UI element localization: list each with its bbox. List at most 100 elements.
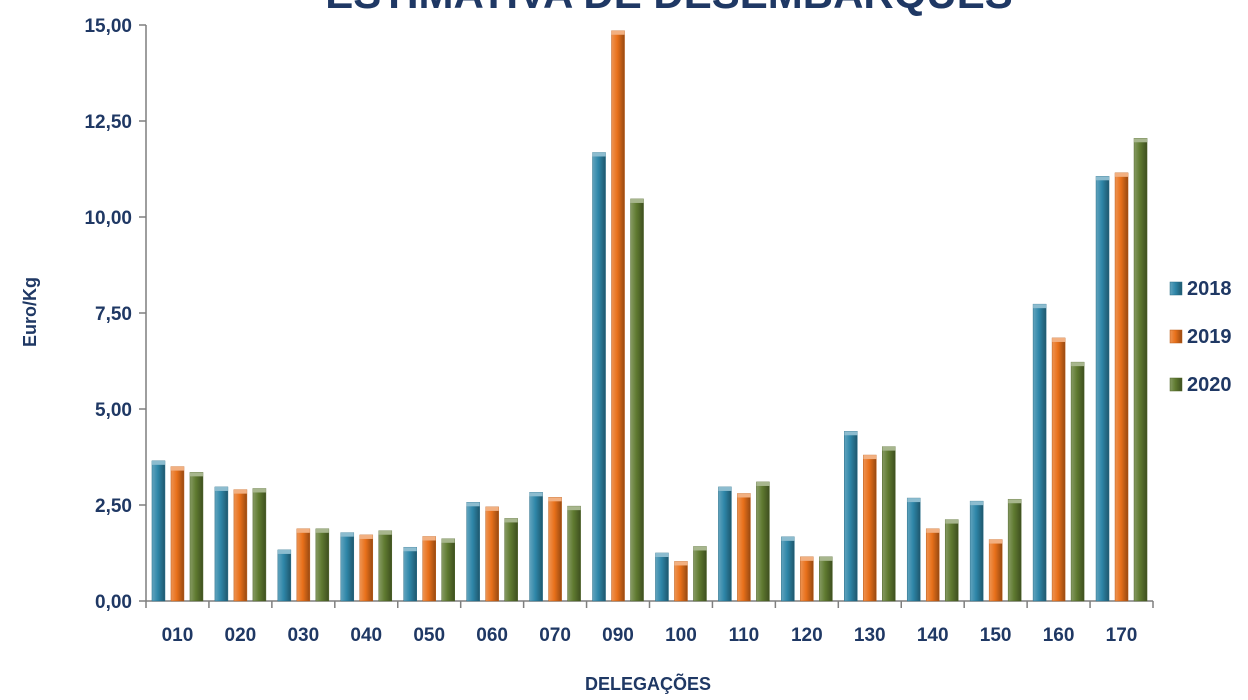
bar-top-2019-010 — [171, 467, 184, 471]
bar-top-2020-120 — [819, 557, 832, 561]
bar-top-2018-160 — [1033, 304, 1046, 308]
bar-2020-010 — [190, 472, 203, 601]
bar-top-2020-020 — [253, 488, 266, 492]
bar-top-2018-090 — [593, 152, 606, 156]
bar-top-2018-050 — [404, 547, 417, 551]
bar-top-2018-130 — [844, 431, 857, 435]
legend-label-2019: 2019 — [1187, 326, 1232, 348]
bar-top-2018-070 — [530, 492, 543, 496]
x-tick-label: 070 — [539, 625, 571, 646]
bar-top-2020-130 — [882, 447, 895, 451]
bar-2018-070 — [530, 492, 543, 601]
bar-2018-040 — [341, 533, 354, 601]
bar-top-2020-040 — [379, 531, 392, 535]
bar-2019-050 — [423, 536, 436, 601]
bar-top-2020-050 — [442, 539, 455, 543]
bar-2018-060 — [467, 502, 480, 601]
bar-top-2020-070 — [568, 506, 581, 510]
y-tick-label: 15,00 — [84, 16, 132, 37]
x-tick-label: 090 — [602, 625, 634, 646]
bar-top-2018-010 — [152, 461, 165, 465]
bar-top-2018-150 — [970, 501, 983, 505]
bar-2019-090 — [612, 31, 625, 601]
bar-2020-140 — [945, 520, 958, 601]
bar-2020-150 — [1008, 499, 1021, 601]
bar-2019-020 — [234, 490, 247, 601]
bar-2018-030 — [278, 550, 291, 601]
bar-top-2020-010 — [190, 472, 203, 476]
bar-2020-020 — [253, 488, 266, 601]
y-tick-label: 0,00 — [95, 592, 132, 613]
bar-2019-140 — [926, 529, 939, 601]
bar-2020-100 — [693, 546, 706, 601]
x-tick-label: 110 — [729, 625, 760, 646]
bar-2018-110 — [718, 487, 731, 601]
bar-top-2019-170 — [1115, 173, 1128, 177]
bar-top-2018-100 — [655, 553, 668, 557]
bar-2018-140 — [907, 498, 920, 601]
x-tick-label: 170 — [1106, 625, 1138, 646]
x-tick-label: 130 — [854, 625, 886, 646]
bar-top-2019-130 — [863, 455, 876, 459]
bar-2019-130 — [863, 455, 876, 601]
legend-swatch-2019 — [1170, 330, 1182, 343]
x-tick-label: 030 — [287, 625, 319, 646]
bar-2018-170 — [1096, 176, 1109, 601]
bar-top-2019-140 — [926, 529, 939, 533]
bar-top-2018-110 — [718, 487, 731, 491]
bar-2020-110 — [756, 482, 769, 601]
bar-top-2020-100 — [693, 546, 706, 550]
y-tick-label: 12,50 — [84, 112, 132, 133]
bar-top-2020-090 — [631, 199, 644, 203]
bar-top-2020-150 — [1008, 499, 1021, 503]
bar-top-2019-160 — [1052, 338, 1065, 342]
bar-2020-090 — [631, 199, 644, 601]
bar-top-2019-100 — [674, 561, 687, 565]
x-tick-label: 120 — [791, 625, 823, 646]
bar-2020-130 — [882, 447, 895, 601]
bar-top-2020-160 — [1071, 362, 1084, 366]
bar-top-2019-030 — [297, 529, 310, 533]
bar-top-2020-030 — [316, 529, 329, 533]
y-tick-label: 10,00 — [84, 208, 132, 229]
bar-2019-110 — [737, 493, 750, 601]
bar-2018-120 — [781, 537, 794, 601]
y-tick-label: 7,50 — [95, 304, 132, 325]
bar-2019-100 — [674, 561, 687, 601]
bar-2018-150 — [970, 501, 983, 601]
bar-top-2019-060 — [486, 507, 499, 511]
bar-2019-060 — [486, 507, 499, 601]
bar-top-2019-040 — [360, 535, 373, 539]
x-tick-label: 140 — [917, 625, 949, 646]
bar-top-2018-040 — [341, 533, 354, 537]
bar-top-2020-060 — [505, 518, 518, 522]
x-tick-label: 020 — [225, 625, 257, 646]
legend-swatch-2020 — [1170, 378, 1182, 391]
legend-label-2020: 2020 — [1187, 374, 1232, 396]
x-tick-label: 100 — [665, 625, 697, 646]
bar-top-2018-030 — [278, 550, 291, 554]
bar-top-2019-020 — [234, 490, 247, 494]
bar-2019-170 — [1115, 173, 1128, 601]
bar-2020-060 — [505, 518, 518, 601]
bar-top-2019-050 — [423, 536, 436, 540]
bar-2019-030 — [297, 529, 310, 601]
legend: 2018 2019 2020 — [1170, 278, 1232, 396]
bar-2018-050 — [404, 547, 417, 601]
legend-swatch-2018 — [1170, 282, 1182, 295]
bar-2019-070 — [549, 497, 562, 601]
bar-top-2020-110 — [756, 482, 769, 486]
bar-2018-020 — [215, 487, 228, 601]
bar-2019-010 — [171, 467, 184, 601]
x-tick-label: 010 — [162, 625, 194, 646]
bar-2018-160 — [1033, 304, 1046, 601]
bar-top-2018-170 — [1096, 176, 1109, 180]
bar-top-2020-140 — [945, 520, 958, 524]
bar-top-2019-070 — [549, 497, 562, 501]
bar-top-2019-120 — [800, 557, 813, 561]
bar-top-2019-110 — [737, 493, 750, 497]
bar-2020-170 — [1134, 138, 1147, 601]
x-tick-label: 040 — [350, 625, 382, 646]
x-tick-label: 160 — [1043, 625, 1075, 646]
